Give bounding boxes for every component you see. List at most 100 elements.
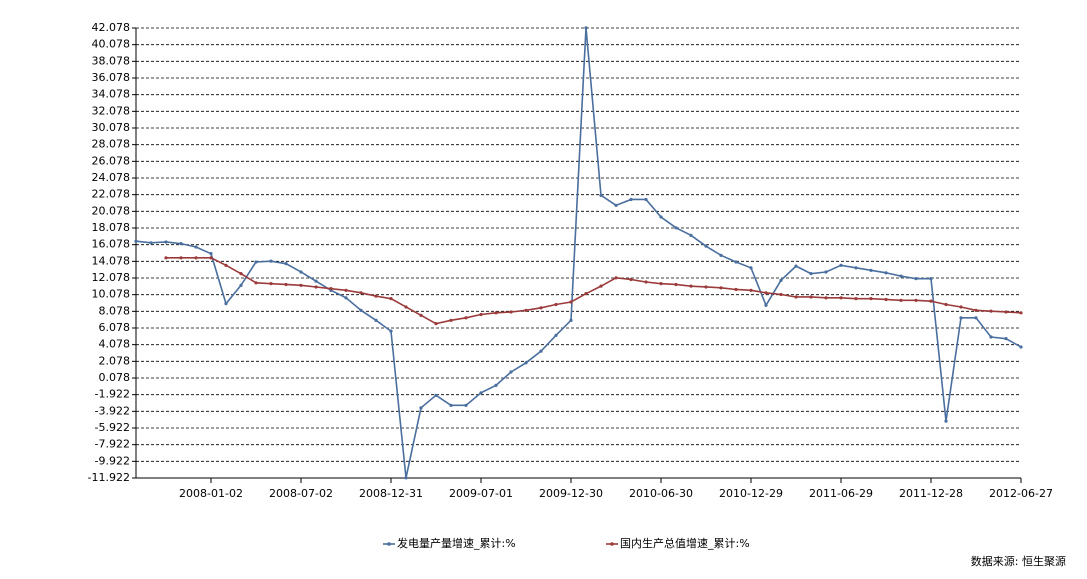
x-tick-label: 2008-01-02 <box>179 487 243 500</box>
point <box>1019 345 1023 349</box>
point <box>464 316 468 320</box>
point <box>524 361 528 365</box>
point <box>764 291 768 295</box>
point <box>434 393 438 397</box>
point <box>569 300 573 304</box>
point <box>719 253 723 257</box>
point <box>869 268 873 272</box>
point <box>449 318 453 322</box>
point <box>239 283 243 287</box>
point <box>884 271 888 275</box>
point <box>1004 337 1008 341</box>
point <box>389 297 393 301</box>
y-tick-label: 6.078 <box>99 321 131 334</box>
y-tick-label: 2.078 <box>99 354 131 367</box>
point <box>599 193 603 197</box>
point <box>479 312 483 317</box>
point <box>299 270 303 274</box>
point <box>134 239 138 243</box>
point <box>929 299 933 303</box>
point <box>989 309 993 313</box>
point <box>614 276 618 280</box>
x-tick-label: 2008-07-02 <box>269 487 333 500</box>
source-note: 数据来源: 恒生聚源 <box>971 554 1066 568</box>
point <box>509 310 513 314</box>
point <box>314 285 318 289</box>
point <box>839 263 843 267</box>
point <box>719 286 723 290</box>
point <box>494 383 498 387</box>
point <box>434 322 438 326</box>
point <box>974 316 978 320</box>
point <box>854 297 858 301</box>
y-tick-label: 24.078 <box>92 171 131 184</box>
legend-label: 发电量产量增速_累计:% <box>397 536 516 550</box>
point <box>764 303 768 307</box>
x-tick-label: 2009-12-30 <box>539 487 603 500</box>
point <box>629 197 633 202</box>
point <box>824 296 828 300</box>
point <box>674 282 678 287</box>
y-tick-label: 32.078 <box>92 104 131 117</box>
y-tick-label: 36.078 <box>92 71 131 84</box>
point <box>809 272 813 276</box>
x-tick-label: 2009-07-01 <box>449 487 513 500</box>
point <box>869 297 873 301</box>
y-tick-label: 28.078 <box>92 138 131 151</box>
point <box>164 256 168 260</box>
point <box>149 241 153 245</box>
y-tick-label: 30.078 <box>92 121 131 134</box>
point <box>344 296 348 300</box>
point <box>239 272 243 276</box>
y-tick-label: 26.078 <box>92 154 131 167</box>
y-tick-label: -1.922 <box>95 388 130 401</box>
point <box>374 294 378 298</box>
point <box>359 308 363 312</box>
y-tick-label: 42.078 <box>92 21 131 34</box>
y-tick-label: -5.922 <box>95 421 130 434</box>
point <box>254 260 258 264</box>
point <box>269 282 273 286</box>
point <box>689 233 693 237</box>
y-tick-label: 34.078 <box>92 88 131 101</box>
x-tick-label: 2010-06-30 <box>629 487 693 500</box>
legend-marker <box>610 542 614 546</box>
point <box>539 349 543 353</box>
point <box>704 285 708 289</box>
point <box>944 419 948 423</box>
point <box>584 26 588 30</box>
series-line <box>135 27 1022 478</box>
point <box>164 240 168 244</box>
point <box>884 297 888 302</box>
point <box>524 308 528 312</box>
y-tick-label: 4.078 <box>99 338 131 351</box>
point <box>494 311 498 315</box>
point <box>464 403 468 407</box>
point <box>734 287 738 292</box>
x-tick-label: 2010-12-29 <box>719 487 783 500</box>
y-tick-label: 12.078 <box>92 271 131 284</box>
point <box>314 279 318 283</box>
point <box>959 305 963 309</box>
point <box>899 274 903 278</box>
point <box>584 292 588 296</box>
point <box>194 245 198 249</box>
point <box>644 280 648 284</box>
point <box>554 302 558 307</box>
y-tick-label: -11.922 <box>88 471 130 484</box>
point <box>959 316 963 320</box>
point <box>809 295 813 299</box>
point <box>824 270 828 274</box>
y-tick-label: -7.922 <box>95 438 130 451</box>
point <box>404 476 408 480</box>
point <box>779 292 783 297</box>
point <box>659 282 663 286</box>
y-tick-label: 10.078 <box>92 288 131 301</box>
point <box>929 277 933 281</box>
point <box>209 252 213 256</box>
point <box>689 284 693 288</box>
y-tick-label: 20.078 <box>92 204 131 217</box>
point <box>344 288 348 292</box>
point <box>179 256 183 260</box>
point <box>329 287 333 291</box>
